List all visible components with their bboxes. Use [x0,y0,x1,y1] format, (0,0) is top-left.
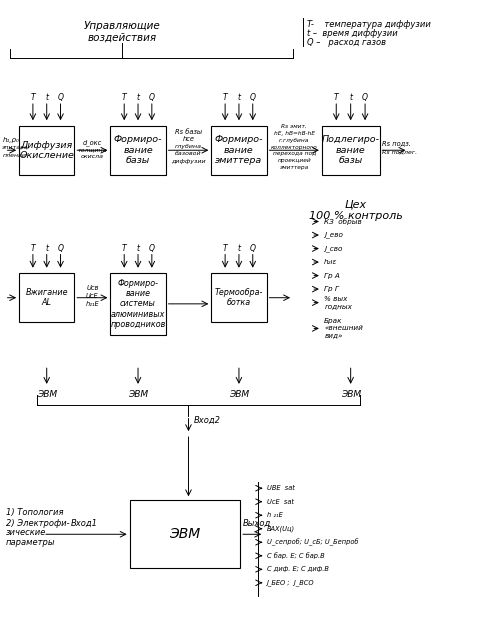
Text: J_БЕО ;  J_ВСО: J_БЕО ; J_ВСО [266,580,314,586]
Text: t: t [137,244,140,253]
Text: С бар. E; С бар.B: С бар. E; С бар.B [266,552,324,559]
FancyBboxPatch shape [110,126,165,175]
Text: hсе: hсе [183,136,195,142]
Text: Вжигание
AL: Вжигание AL [25,288,68,308]
Text: t: t [349,93,352,102]
FancyBboxPatch shape [130,500,240,568]
Text: ЭВМ: ЭВМ [169,527,201,541]
Text: Управляющие
воздействия: Управляющие воздействия [84,21,161,43]
Text: ЭВМ: ЭВМ [341,391,361,399]
Text: UcE  sat: UcE sat [266,498,294,505]
Text: h₁,ρ₀: h₁,ρ₀ [2,138,19,143]
Text: ЭВМ: ЭВМ [37,391,57,399]
Text: коллекторного: коллекторного [271,144,318,149]
Text: 2) Электрофи-: 2) Электрофи- [6,519,69,528]
Text: Вход2: Вход2 [194,415,221,425]
Text: ЭВМ: ЭВМ [128,391,148,399]
Text: Формиро-
вание
эмиттера: Формиро- вание эмиттера [215,135,263,165]
Text: T: T [334,93,339,102]
Text: t: t [45,244,48,253]
Text: эпитакс.: эпитакс. [2,144,31,149]
Text: T: T [223,93,227,102]
Text: КЗ  обрыв: КЗ обрыв [324,218,362,225]
Text: d_окс: d_окс [83,140,102,146]
Text: Термообра-
ботка: Термообра- ботка [215,288,263,308]
Text: базовой: базовой [175,151,202,156]
Text: T: T [31,93,35,102]
FancyBboxPatch shape [19,126,74,175]
Text: пленки: пленки [2,153,26,157]
Text: T-    температура диффузии: T- температура диффузии [307,20,431,29]
Text: Rs базы: Rs базы [175,129,202,135]
Text: эмиттера: эмиттера [280,165,309,170]
Text: Гр Г: Гр Г [324,286,339,292]
FancyBboxPatch shape [110,273,165,335]
Text: Q: Q [250,93,256,102]
Text: T: T [31,244,35,253]
Text: Цех
100 % контроль: Цех 100 % контроль [308,200,402,221]
Text: t: t [137,93,140,102]
FancyBboxPatch shape [211,273,266,322]
Text: диффузии: диффузии [171,159,206,164]
Text: перехода под: перехода под [273,151,316,156]
Text: Диффузия
Окисление: Диффузия Окисление [20,141,74,160]
Text: Брак
«внешний
вид»: Брак «внешний вид» [324,319,363,339]
Text: UcЕ: UcЕ [86,293,99,299]
Text: глубина: глубина [175,144,202,149]
Text: % вых
годных: % вых годных [324,296,352,309]
Text: Rs подлег.: Rs подлег. [382,149,417,154]
Text: ВАХ(Uц): ВАХ(Uц) [266,526,295,532]
Text: Uсв: Uсв [86,285,99,291]
Text: t –  время диффузии: t – время диффузии [307,29,398,38]
Text: толщина: толщина [78,147,107,152]
Text: Выход: Выход [243,519,271,528]
Text: T: T [223,244,227,253]
Text: 1) Топология: 1) Топология [6,508,63,516]
Text: Rs эмит.: Rs эмит. [281,125,307,130]
Text: h₂ıε: h₂ıε [324,259,338,265]
Text: ЭВМ: ЭВМ [229,391,249,399]
Text: U_cепроб; U_cБ; U_Бепроб: U_cепроб; U_cБ; U_Бепроб [266,538,358,546]
Text: Q: Q [58,244,63,253]
Text: г.глубина: г.глубина [279,138,309,143]
Text: J_сво: J_сво [324,245,343,252]
FancyBboxPatch shape [322,126,380,175]
Text: Формиро-
вание
базы: Формиро- вание базы [114,135,163,165]
Text: проекцией: проекцией [277,158,311,163]
Text: t: t [238,244,241,253]
Text: J_ево: J_ево [324,232,343,239]
Text: Q: Q [362,93,368,102]
Text: t: t [45,93,48,102]
Text: T: T [122,244,126,253]
Text: Rs подз.: Rs подз. [382,140,411,146]
Text: T: T [122,93,126,102]
Text: hE, hB=hB-hE: hE, hB=hB-hE [274,131,315,136]
Text: h₂₁E: h₂₁E [85,301,99,307]
Text: Формиро-
вание
системы
алюминивых
проводников: Формиро- вание системы алюминивых провод… [110,278,166,329]
Text: параметры: параметры [6,538,55,547]
Text: h ₂₁E: h ₂₁E [266,512,283,518]
Text: Q: Q [149,93,155,102]
Text: окисла: окисла [81,154,104,159]
Text: Q –   расход газов: Q – расход газов [307,38,386,47]
Text: Подлегиро-
вание
базы: Подлегиро- вание базы [322,135,380,165]
Text: Вход1: Вход1 [70,519,98,528]
Text: зические: зические [6,528,46,537]
Text: Q: Q [250,244,256,253]
FancyBboxPatch shape [211,126,266,175]
Text: Q: Q [58,93,63,102]
Text: С диф. E; С диф.B: С диф. E; С диф.B [266,566,328,572]
FancyBboxPatch shape [19,273,74,322]
Text: t: t [238,93,241,102]
Text: Гр А: Гр А [324,273,340,278]
Text: UBE  sat: UBE sat [266,485,294,491]
Text: Q: Q [149,244,155,253]
